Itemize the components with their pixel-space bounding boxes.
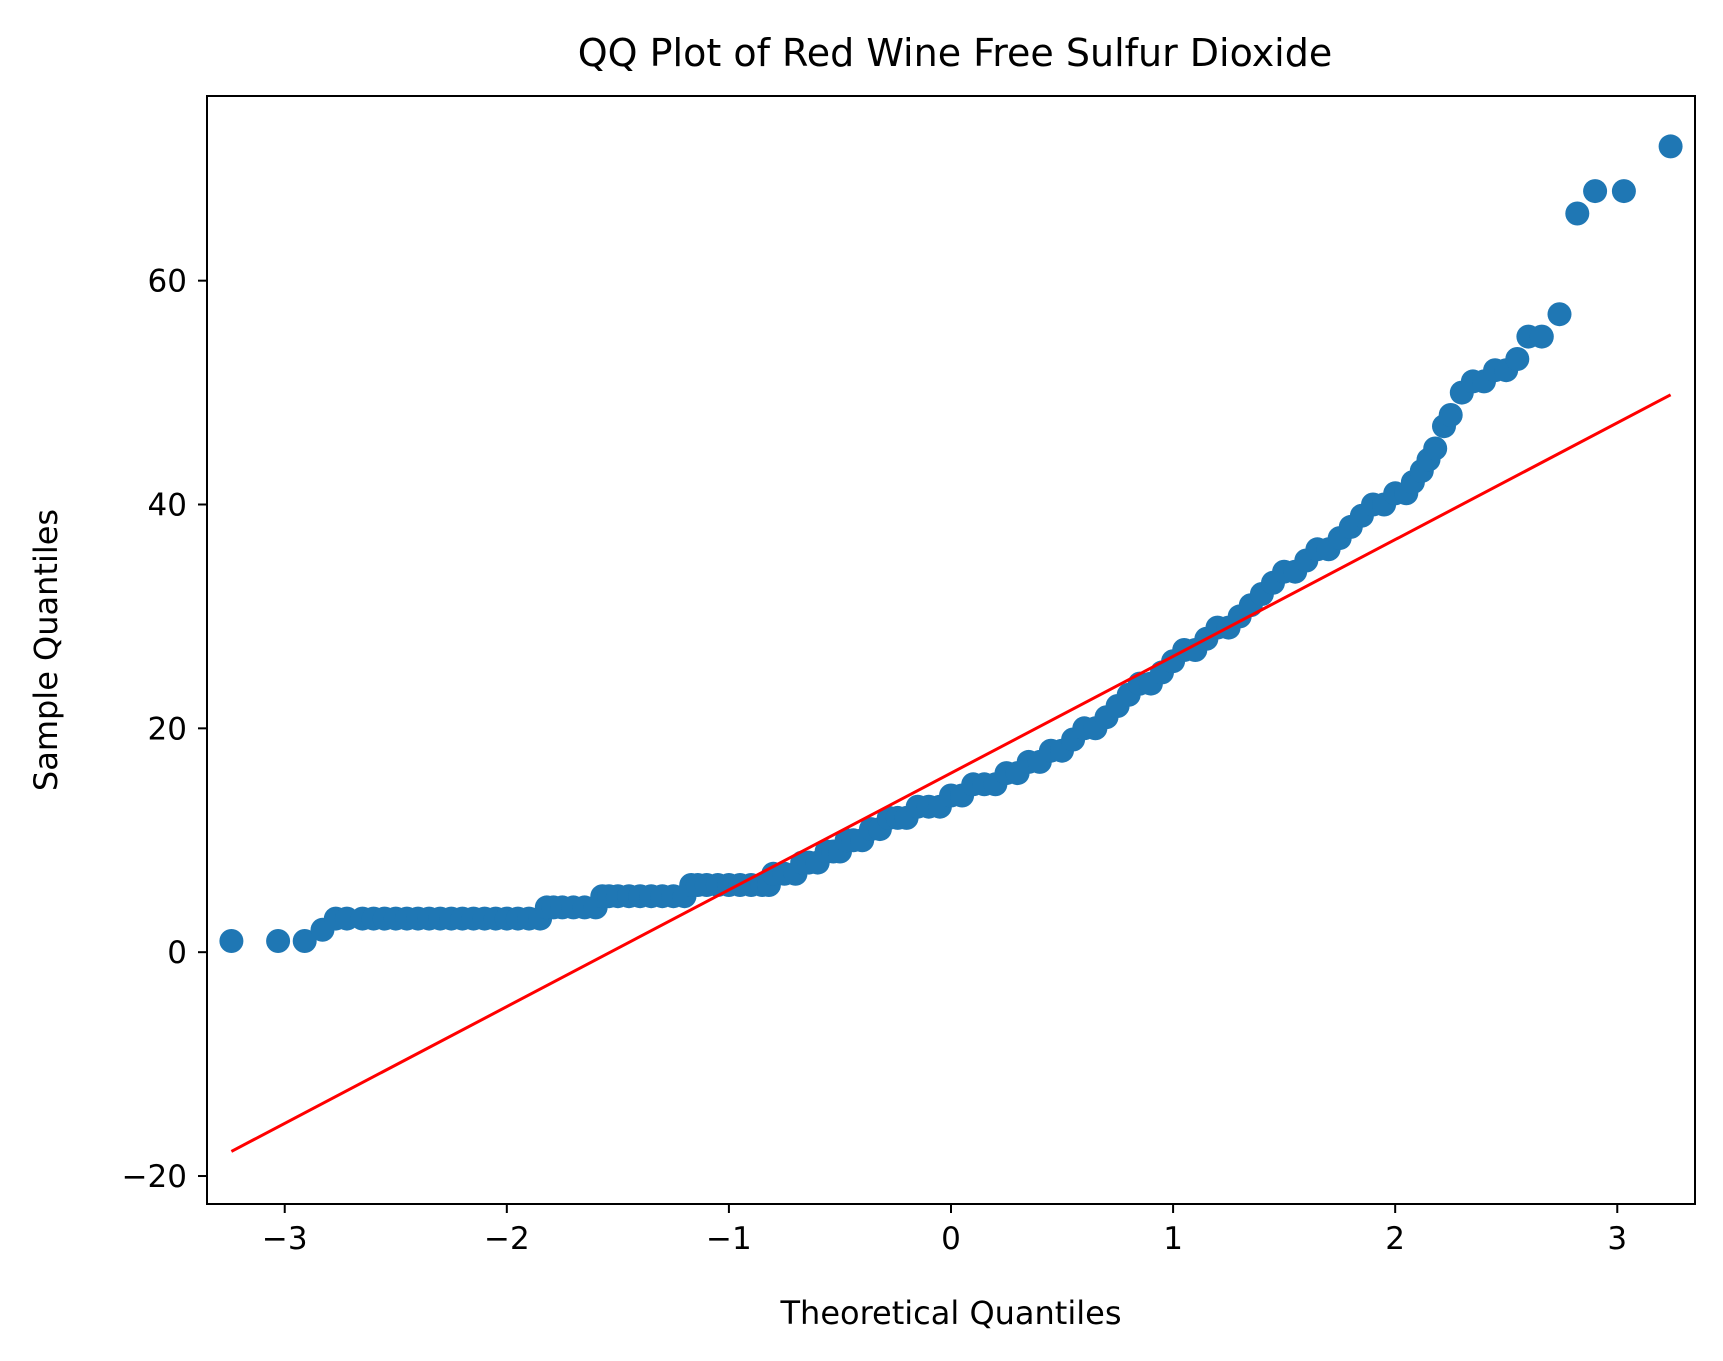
x-tick-label: 0 xyxy=(941,1221,961,1257)
x-tick-label: 1 xyxy=(1163,1221,1183,1257)
data-point xyxy=(1583,179,1608,204)
data-point xyxy=(1438,403,1463,427)
y-tick-label: 0 xyxy=(167,935,187,971)
axes-layer: −3 −2 −1 0 1 2 3 −20 0 20 40 60 xyxy=(122,264,1628,1257)
y-axis-label: Sample Quantiles xyxy=(27,509,65,791)
x-axis-label: Theoretical Quantiles xyxy=(780,1294,1122,1332)
x-tick-label: −1 xyxy=(706,1221,752,1257)
data-point xyxy=(1565,201,1590,226)
plot-frame xyxy=(206,95,1696,1205)
y-tick-label: 40 xyxy=(148,488,187,524)
data-point xyxy=(1658,134,1683,159)
y-tick-label: 20 xyxy=(148,711,187,747)
data-point xyxy=(292,929,317,953)
chart-title: QQ Plot of Red Wine Free Sulfur Dioxide xyxy=(578,31,1333,75)
x-tick-label: −2 xyxy=(484,1221,530,1257)
data-point xyxy=(1611,179,1636,204)
data-point xyxy=(1547,302,1572,327)
x-tick-label: 2 xyxy=(1385,1221,1405,1257)
data-point xyxy=(266,929,291,953)
y-tick-label: −20 xyxy=(122,1159,187,1195)
data-point xyxy=(1529,324,1554,349)
reference-line xyxy=(230,393,1672,1153)
data-point xyxy=(1505,347,1530,371)
x-tick-label: 3 xyxy=(1607,1221,1627,1257)
y-tick-label: 60 xyxy=(148,264,187,300)
data-point xyxy=(1423,436,1448,461)
data-point xyxy=(219,929,244,953)
x-tick-label: −3 xyxy=(262,1221,308,1257)
plot-data-layer xyxy=(219,134,1683,1153)
